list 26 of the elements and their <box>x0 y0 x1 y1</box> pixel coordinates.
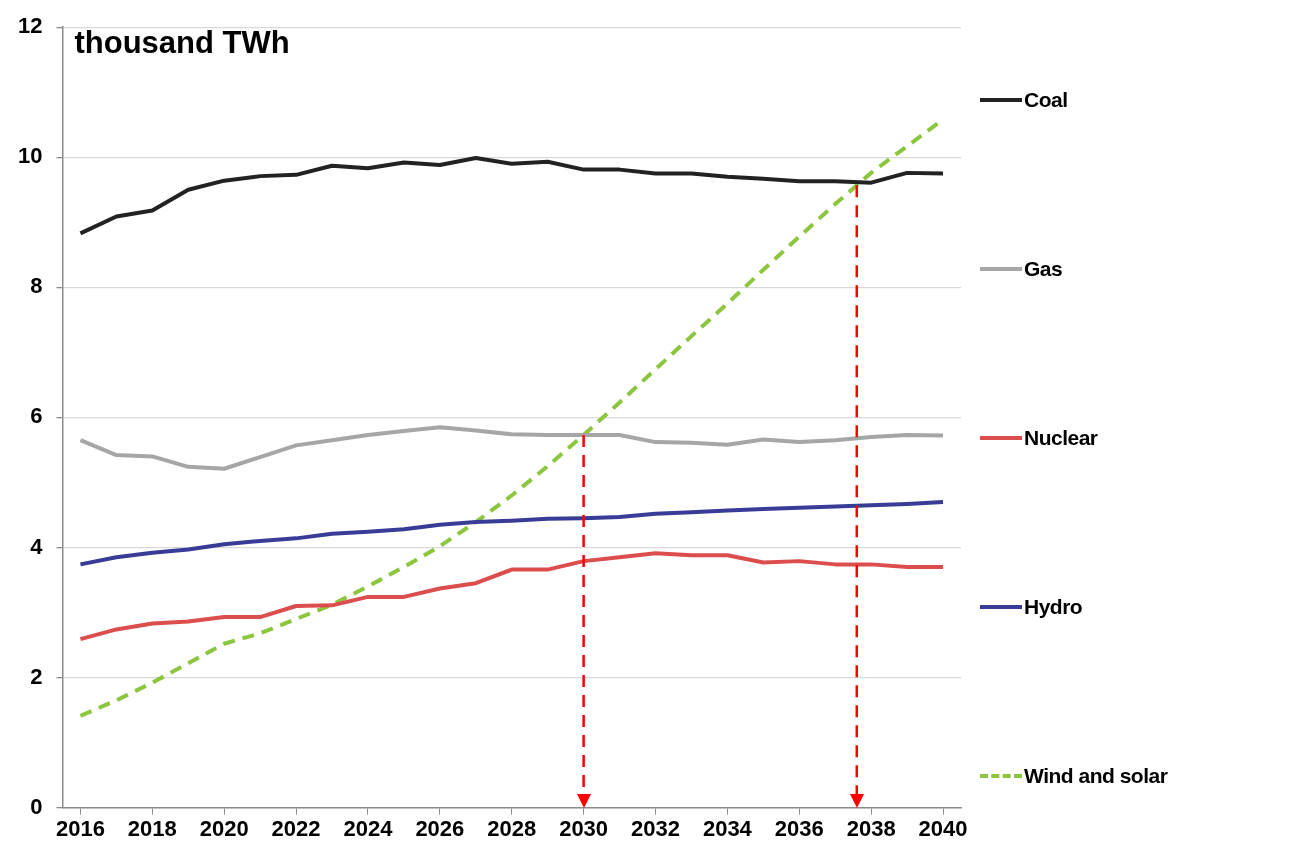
y-tick-label: 10 <box>17 143 43 169</box>
x-tick-label: 2022 <box>271 815 321 841</box>
y-tick-label: 12 <box>17 13 43 39</box>
x-tick-label: 2030 <box>559 815 609 841</box>
y-axis-title: thousand TWh <box>74 25 290 61</box>
y-tick-label: 6 <box>30 403 43 429</box>
y-tick-label: 2 <box>30 663 43 689</box>
legend-label: Wind and solar <box>1024 764 1168 788</box>
x-tick-label: 2028 <box>487 815 537 841</box>
x-tick-label: 2032 <box>631 815 680 841</box>
x-tick-label: 2020 <box>199 815 249 841</box>
y-tick-label: 4 <box>30 533 44 559</box>
legend-label: Coal <box>1024 88 1068 112</box>
x-tick-label: 2026 <box>415 815 465 841</box>
x-tick-label: 2036 <box>774 815 824 841</box>
x-tick-label: 2040 <box>918 815 968 841</box>
y-tick-label: 8 <box>30 273 43 299</box>
x-tick-label: 2024 <box>343 815 394 841</box>
legend-label: Nuclear <box>1024 426 1098 450</box>
legend-label: Hydro <box>1024 595 1083 619</box>
x-tick-label: 2034 <box>702 815 753 841</box>
legend-label: Gas <box>1024 257 1063 281</box>
x-tick-label: 2038 <box>846 815 896 841</box>
x-tick-label: 2016 <box>55 815 105 841</box>
x-tick-label: 2018 <box>127 815 177 841</box>
y-tick-label: 0 <box>30 793 43 819</box>
